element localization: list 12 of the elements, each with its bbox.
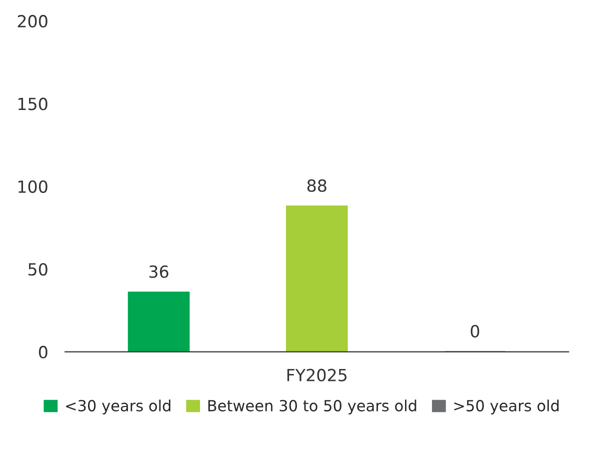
y-tick-label: 100 bbox=[18, 180, 48, 193]
legend-label: <30 years old bbox=[66, 400, 170, 414]
y-tick-label: 50 bbox=[28, 263, 48, 276]
y-tick-label: 0 bbox=[38, 346, 48, 358]
data-label: 88 bbox=[307, 179, 326, 192]
y-tick-label: 150 bbox=[18, 98, 48, 110]
legend-label: Between 30 to 50 years old bbox=[208, 400, 416, 414]
x-tick-label: FY2025 bbox=[287, 368, 347, 382]
data-label: 0 bbox=[470, 324, 480, 338]
y-tick-label: 200 bbox=[18, 14, 48, 28]
data-label: 36 bbox=[149, 265, 168, 278]
legend-label: >50 years old bbox=[454, 400, 559, 414]
